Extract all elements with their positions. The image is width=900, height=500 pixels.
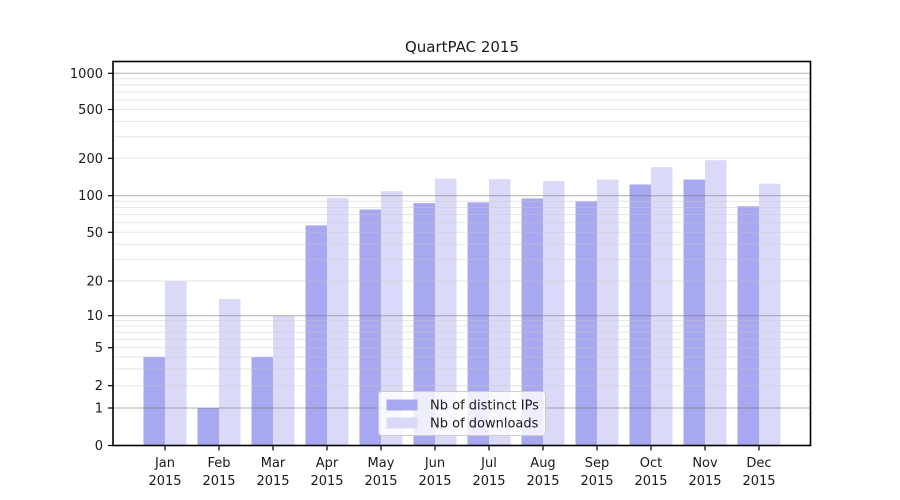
bar-distinct-ips-sep — [575, 201, 597, 446]
bar-distinct-ips-feb — [197, 408, 219, 446]
bar-distinct-ips-mar — [251, 357, 273, 446]
bar-downloads-mar — [273, 315, 295, 446]
y-tick-label: 5 — [95, 341, 103, 356]
bar-downloads-oct — [651, 167, 673, 446]
gridlines-layer — [113, 72, 811, 409]
x-tick-label-month: Jun — [424, 456, 445, 471]
x-tick-label-year: 2015 — [364, 474, 397, 489]
x-tick-label-month: Dec — [746, 456, 771, 471]
bar-distinct-ips-jul — [467, 202, 489, 446]
bar-downloads-dec — [759, 183, 781, 446]
x-tick-label-year: 2015 — [256, 474, 289, 489]
x-tick-label-year: 2015 — [526, 474, 559, 489]
x-tick-label-year: 2015 — [472, 474, 505, 489]
bar-distinct-ips-aug — [521, 198, 543, 446]
bar-distinct-ips-apr — [305, 225, 327, 446]
x-tick-label-year: 2015 — [148, 474, 181, 489]
bar-distinct-ips-dec — [737, 206, 759, 446]
bar-distinct-ips-nov — [683, 179, 705, 446]
legend-label-downloads: Nb of downloads — [430, 417, 539, 432]
x-tick-label-month: May — [368, 456, 395, 471]
x-tick-label-month: Jan — [154, 456, 175, 471]
x-tick-label-year: 2015 — [202, 474, 235, 489]
y-tick-label: 20 — [86, 275, 103, 290]
x-tick-label-year: 2015 — [688, 474, 721, 489]
bar-downloads-feb — [219, 298, 241, 446]
bar-downloads-nov — [705, 160, 727, 446]
chart-title: QuartPAC 2015 — [405, 38, 519, 56]
x-tick-label-month: Apr — [316, 456, 339, 471]
x-tick-label-month: Mar — [261, 456, 286, 471]
bar-downloads-may — [381, 191, 403, 446]
x-tick-label-month: Feb — [207, 456, 230, 471]
bar-downloads-jul — [489, 179, 511, 446]
bar-distinct-ips-may — [359, 209, 381, 446]
x-tick-label-year: 2015 — [580, 474, 613, 489]
legend-label-distinct-ips: Nb of distinct IPs — [430, 399, 539, 414]
bar-downloads-aug — [543, 181, 565, 446]
bars-layer — [143, 160, 781, 446]
x-tick-label-year: 2015 — [634, 474, 667, 489]
bar-downloads-apr — [327, 197, 349, 446]
y-tick-label: 100 — [78, 189, 103, 204]
x-tick-label-month: Nov — [692, 456, 718, 471]
y-tick-label: 0 — [95, 439, 103, 454]
bar-distinct-ips-oct — [629, 184, 651, 446]
y-tick-label: 500 — [78, 103, 103, 118]
bar-distinct-ips-jun — [413, 203, 435, 446]
bar-downloads-jun — [435, 178, 457, 446]
y-tick-label: 50 — [86, 226, 103, 241]
tick-labels-layer: 0 1 2 5 10 20 50 100 200 500 1000 Jan 2015 Feb 2015 Mar… — [70, 67, 776, 489]
y-tick-label: 1 — [95, 402, 103, 417]
legend-swatch-downloads — [386, 417, 418, 429]
x-tick-label-year: 2015 — [742, 474, 775, 489]
legend: Nb of distinct IPs Nb of downloads — [378, 391, 546, 436]
y-tick-label: 10 — [86, 309, 103, 324]
y-tick-label: 1000 — [70, 67, 103, 82]
x-tick-label-year: 2015 — [418, 474, 451, 489]
x-tick-label-year: 2015 — [310, 474, 343, 489]
x-tick-label-month: Jul — [480, 456, 497, 471]
x-tick-label-month: Sep — [585, 456, 610, 471]
x-tick-label-month: Aug — [530, 456, 555, 471]
bar-downloads-sep — [597, 179, 619, 446]
plot-border — [112, 60, 812, 447]
axes-layer — [108, 60, 812, 451]
bar-distinct-ips-jan — [143, 357, 165, 446]
legend-swatch-distinct-ips — [386, 399, 418, 411]
x-tick-label-month: Oct — [640, 456, 662, 471]
legend-box — [378, 391, 546, 436]
bar-downloads-jan — [165, 281, 187, 446]
y-tick-label: 2 — [95, 379, 103, 394]
y-tick-label: 200 — [78, 152, 103, 167]
